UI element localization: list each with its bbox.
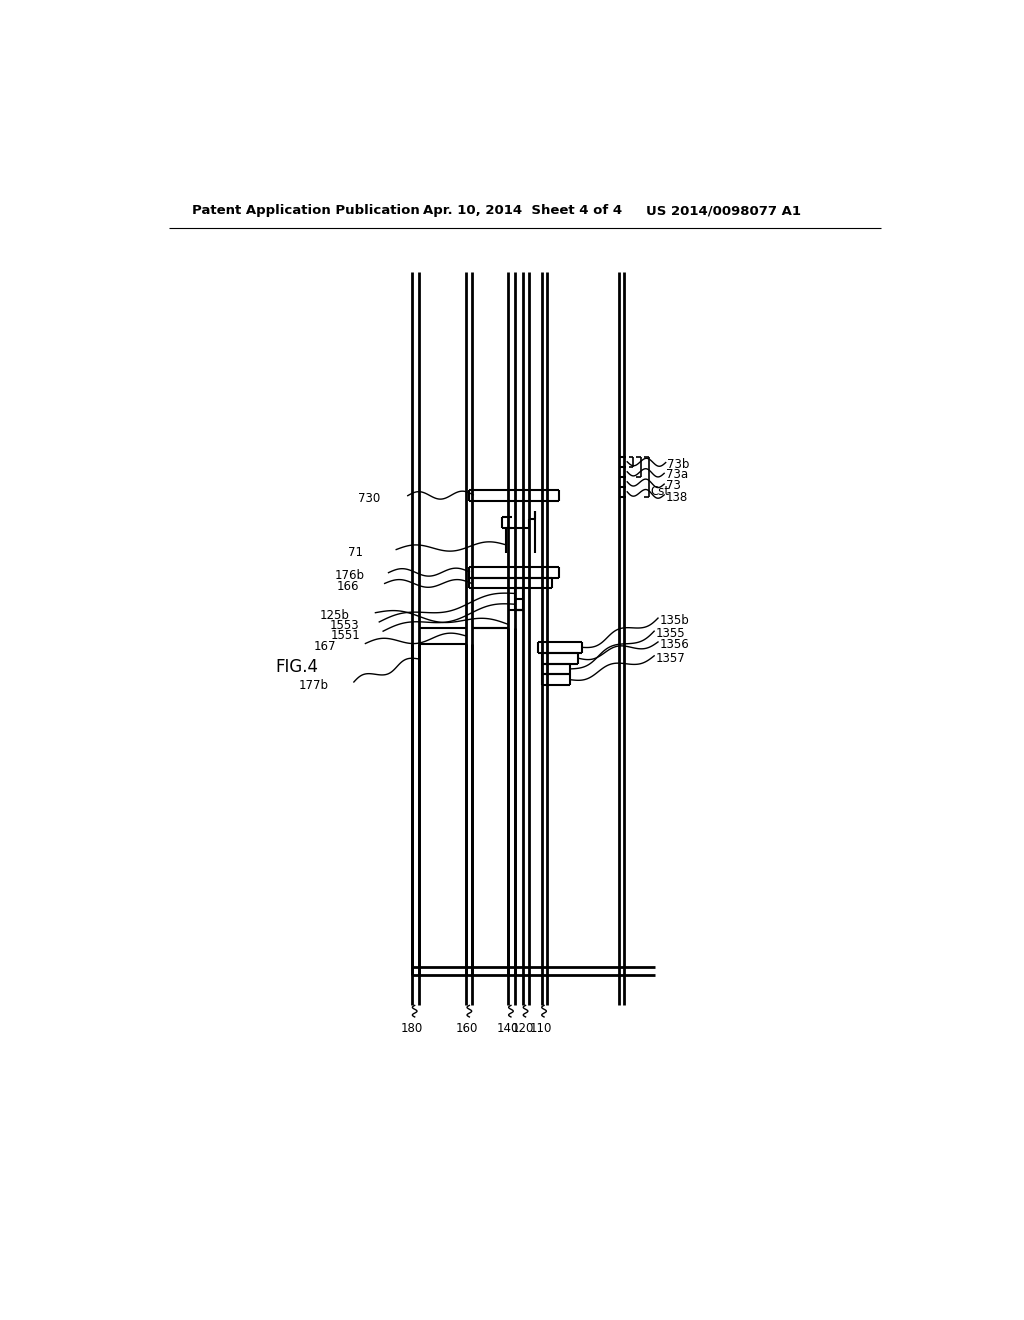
Text: 120: 120	[512, 1022, 535, 1035]
Text: 730: 730	[358, 492, 381, 506]
Text: 125b: 125b	[319, 610, 349, 622]
Text: US 2014/0098077 A1: US 2014/0098077 A1	[646, 205, 802, 218]
Text: 73a: 73a	[666, 469, 688, 482]
Text: 135b: 135b	[659, 614, 689, 627]
Text: FIG.4: FIG.4	[275, 657, 318, 676]
Text: 180: 180	[400, 1022, 423, 1035]
Text: 1356: 1356	[659, 638, 689, 651]
Text: 1553: 1553	[330, 619, 358, 631]
Text: 73b: 73b	[668, 458, 689, 471]
Text: 176b: 176b	[335, 569, 365, 582]
Text: 1355: 1355	[655, 627, 685, 640]
Text: 138: 138	[666, 491, 688, 504]
Text: Patent Application Publication: Patent Application Publication	[193, 205, 420, 218]
Text: 1551: 1551	[331, 628, 360, 642]
Text: Cst: Cst	[650, 486, 670, 499]
Text: 110: 110	[529, 1022, 552, 1035]
Text: 167: 167	[313, 640, 336, 653]
Text: Apr. 10, 2014  Sheet 4 of 4: Apr. 10, 2014 Sheet 4 of 4	[423, 205, 623, 218]
Text: 140: 140	[497, 1022, 519, 1035]
Text: 71: 71	[348, 546, 362, 560]
Text: 177b: 177b	[298, 678, 329, 692]
Text: 166: 166	[337, 579, 359, 593]
Text: 160: 160	[456, 1022, 478, 1035]
Text: 73: 73	[666, 479, 681, 492]
Text: 1357: 1357	[655, 652, 685, 665]
